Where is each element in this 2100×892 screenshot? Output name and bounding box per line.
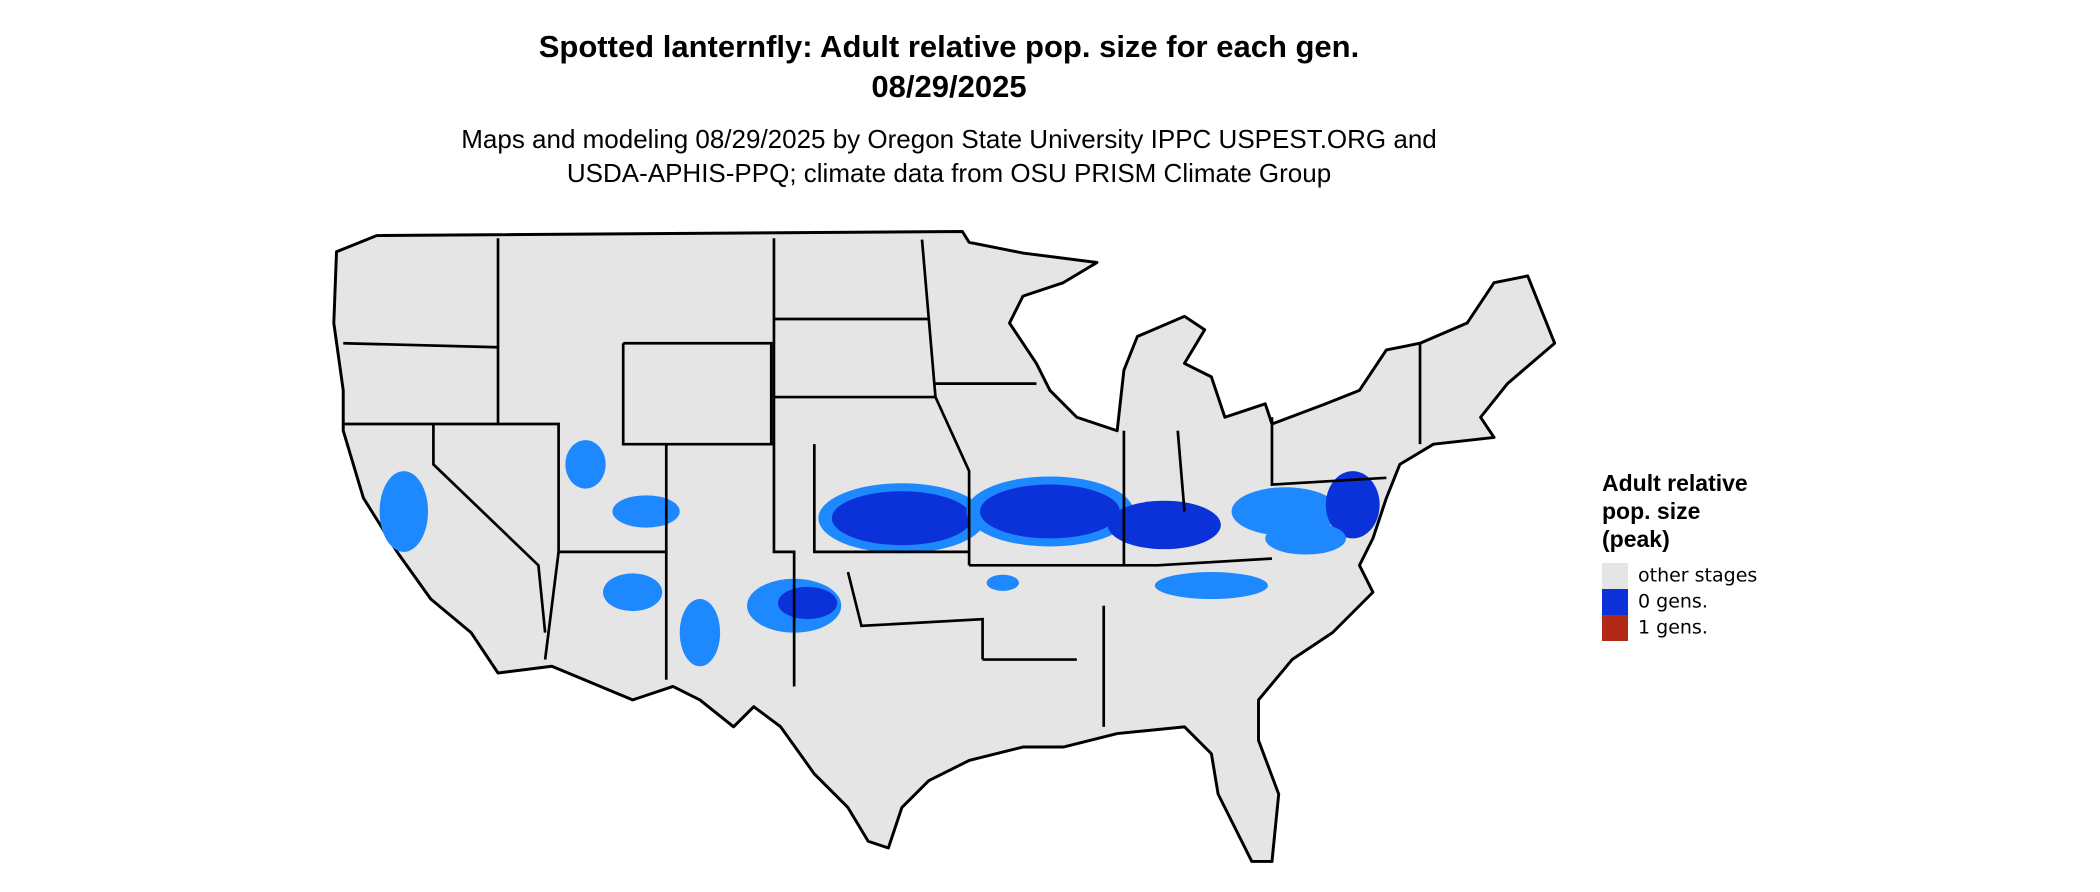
- legend: other stages 0 gens. 1 gens.: [1602, 563, 1757, 641]
- legend-swatch: [1602, 589, 1628, 615]
- legend-label: 1 gens.: [1638, 617, 1708, 639]
- legend-title: pop. size: [1602, 498, 1700, 524]
- map: [332, 230, 1557, 863]
- legend-swatch: [1602, 615, 1628, 641]
- legend-label: 0 gens.: [1638, 591, 1708, 613]
- subtitle: Maps and modeling 08/29/2025 by Oregon S…: [461, 124, 1437, 154]
- legend-swatch: [1602, 563, 1628, 589]
- subtitle: USDA-APHIS-PPQ; climate data from OSU PR…: [567, 158, 1331, 188]
- legend-title: (peak): [1602, 526, 1670, 552]
- title: Spotted lanternfly: Adult relative pop. …: [539, 29, 1359, 64]
- legend-label: other stages: [1638, 565, 1757, 587]
- spread-area: [379, 440, 1380, 667]
- state-borders: [343, 238, 1422, 727]
- legend-title: Adult relative: [1602, 470, 1748, 496]
- title: 08/29/2025: [871, 69, 1026, 104]
